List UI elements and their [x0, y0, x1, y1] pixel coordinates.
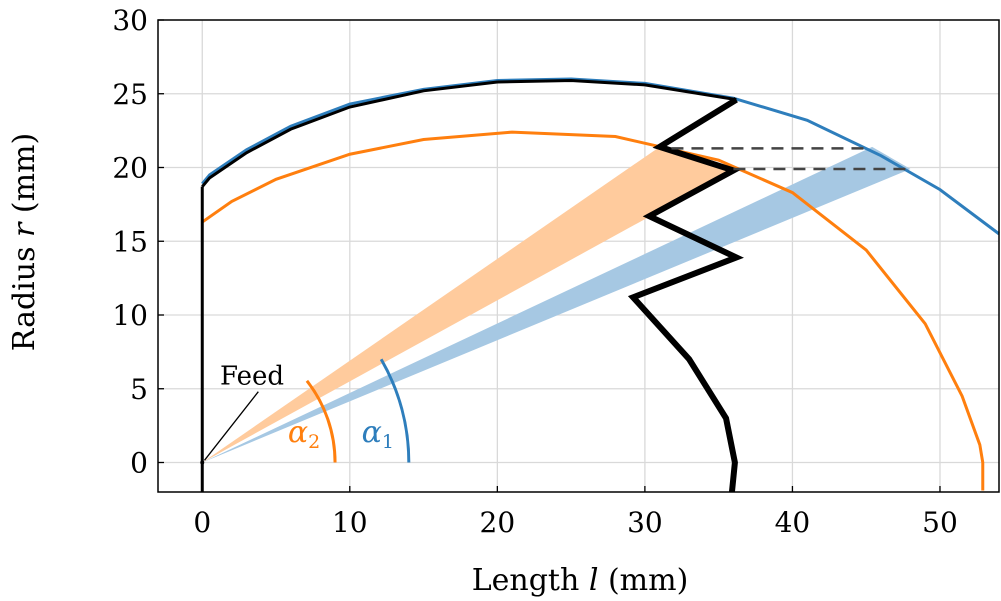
y-tick-label: 25 — [112, 78, 148, 111]
y-tick-label: 10 — [112, 299, 148, 332]
plot-frame — [157, 19, 1000, 493]
angle-arc-orange — [305, 379, 337, 463]
x-tick-label: 10 — [332, 506, 368, 539]
y-tick-label: 15 — [112, 225, 148, 258]
x-tick-label: 30 — [627, 506, 663, 539]
y-tick-label: 5 — [130, 373, 148, 406]
feed-leader-line — [203, 391, 259, 461]
x-tick-label: 20 — [480, 506, 516, 539]
series-line-orange-2 — [201, 130, 985, 491]
y-axis-label: Radius r (mm) — [7, 133, 42, 351]
x-tick-label: 50 — [922, 506, 958, 539]
y-tick-label: 0 — [130, 447, 148, 480]
x-tick-label: 0 — [193, 506, 211, 539]
series-line-black-1 — [201, 78, 737, 188]
alpha-label-1: α1 — [362, 415, 394, 453]
tick-layer: 0 10 20 30 40 50 0 5 10 15 20 25 30 — [112, 4, 957, 539]
y-tick-label: 20 — [112, 152, 148, 185]
band-orange_fill — [202, 146, 734, 463]
angle-arc-blue — [379, 358, 411, 463]
feed-label: Feed — [220, 361, 284, 391]
x-axis-label: Length l (mm) — [472, 563, 689, 598]
series-line-black-4 — [627, 97, 744, 493]
band-layer — [202, 146, 911, 463]
band-blue_fill — [202, 146, 911, 463]
x-tick-label: 40 — [775, 506, 811, 539]
alpha-label-2: α2 — [288, 415, 320, 453]
series-layer — [200, 77, 1000, 493]
feed-point — [200, 460, 205, 465]
y-tick-label: 30 — [112, 4, 148, 37]
